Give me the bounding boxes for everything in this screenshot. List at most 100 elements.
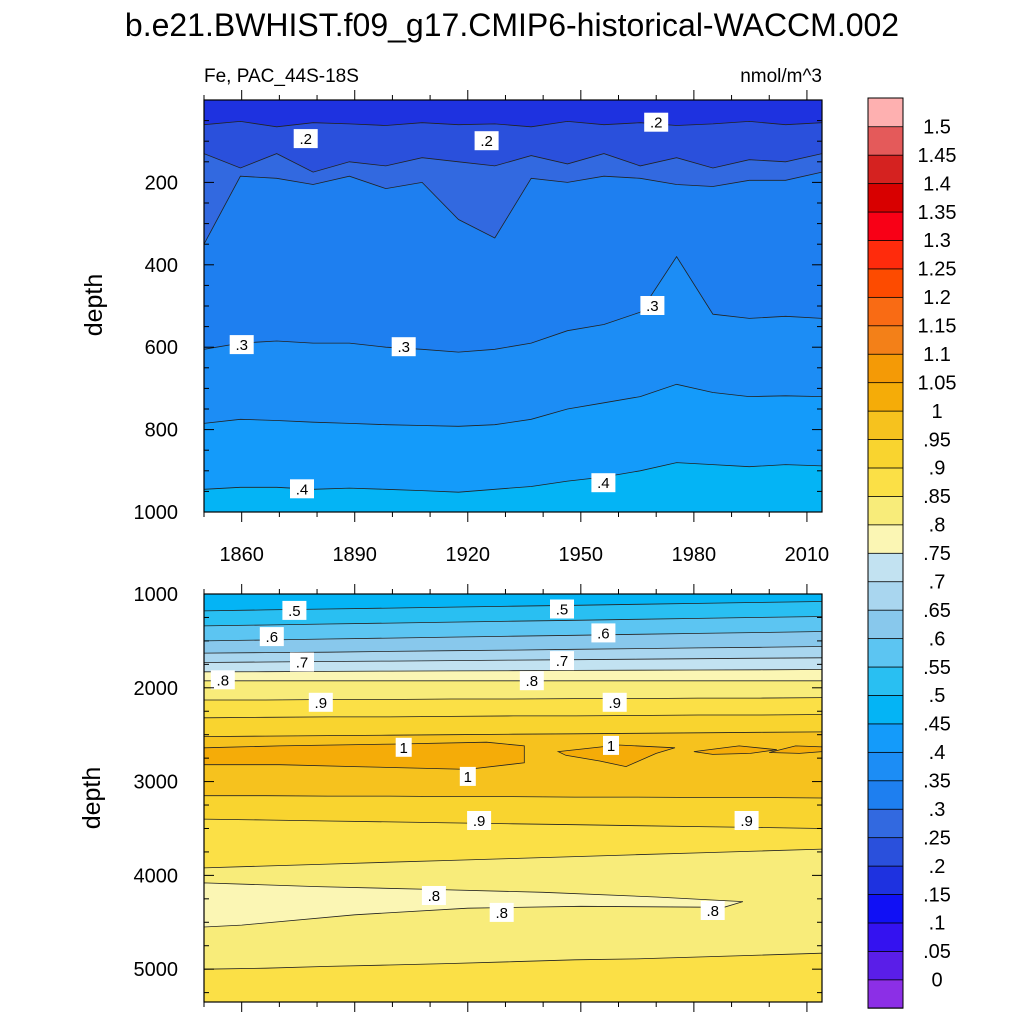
u-x-tick-label: 1890 (332, 544, 377, 566)
colorbar-swatch-5 (867, 836, 904, 867)
upper-panel-fills (203, 99, 823, 513)
lower-panel-ylabel: depth (78, 767, 106, 830)
u-x-tick-label: 1980 (672, 544, 717, 566)
l-contour-label-box-4 (290, 652, 314, 672)
colorbar-frame (867, 97, 904, 1009)
l-contour-label-2: .6 (266, 629, 279, 646)
colorbar-label: 1.1 (923, 344, 951, 366)
l-contour-label-5: .7 (556, 653, 569, 670)
colorbar-swatch-27 (867, 211, 904, 241)
colorbar-label: 0 (931, 970, 942, 992)
colorbar-swatch-12 (867, 637, 904, 668)
l-contour-line-12 (203, 848, 823, 869)
colorbar-label: .5 (929, 685, 946, 707)
u-x-tick-label: 1950 (559, 544, 604, 566)
u-contour-label-5: .3 (646, 298, 659, 315)
l-contour-label-box-9 (602, 692, 627, 712)
u-contour-label-3: .3 (235, 337, 248, 354)
colorbar-swatch-26 (867, 239, 904, 270)
colorbar-label: 1.5 (923, 116, 951, 138)
upper-panel-ylabel: depth (80, 274, 108, 337)
colorbar-swatch-10 (867, 694, 904, 725)
colorbar-swatch-30 (867, 126, 904, 156)
u-x-tick-label: 1920 (446, 544, 491, 566)
colorbar-swatch-15 (867, 552, 904, 583)
colorbar-label: 1 (931, 401, 942, 423)
colorbar-label: .7 (929, 571, 946, 593)
colorbar-swatch-6 (867, 808, 904, 839)
l-contour-line-2 (203, 631, 823, 642)
lower-panel-contour-labels: .5 .5 .6 .6 .7 .7 .8 .8 .9 .9 1 1 1 .9 .9 .8 .8 .8 (210, 599, 759, 922)
l-y-tick-label: 5000 (134, 959, 179, 981)
colorbar-swatch-9 (867, 723, 904, 753)
l-contour-line-11 (203, 818, 823, 829)
l-contour-line-1 (203, 616, 823, 627)
l-contour-line-0 (203, 601, 823, 612)
colorbar-label: 1.45 (918, 145, 957, 167)
l-contour-line-9 (203, 731, 823, 737)
l-closed-contour-1 (556, 744, 676, 768)
l-contour-label-box-7 (519, 671, 544, 691)
l-contour-line-8 (203, 714, 823, 719)
colorbar-label: .65 (923, 600, 951, 622)
colorbar-swatch-19 (867, 438, 904, 469)
colorbar-swatch-17 (867, 495, 904, 526)
lower-panel-x-axis (203, 584, 808, 1012)
l-contour-label-box-0 (282, 600, 307, 620)
colorbar-label: 1.35 (918, 202, 957, 224)
l-contour-label-box-16 (489, 902, 514, 922)
l-y-tick-label: 2000 (134, 678, 179, 700)
colorbar-swatch-2 (867, 922, 904, 952)
l-y-tick-label: 3000 (134, 772, 179, 794)
l-contour-label-box-3 (591, 623, 616, 643)
colorbar-label: .3 (929, 799, 946, 821)
l-contour-label-6: .8 (217, 672, 230, 689)
colorbar-swatch-13 (867, 609, 904, 640)
u-y-tick-label: 400 (145, 255, 178, 277)
l-closed-contour-2 (693, 745, 777, 755)
u-y-tick-label: 800 (145, 420, 178, 442)
colorbar-swatch-8 (867, 751, 904, 782)
l-y-tick-label: 4000 (134, 865, 179, 887)
colorbar-label: .6 (929, 628, 946, 650)
u-contour-line-1 (203, 153, 823, 173)
l-contour-label-13: .9 (473, 813, 486, 830)
u-contour-label-2: .2 (650, 115, 663, 132)
upper-panel-contour-labels: .2 .2 .2 .3 .3 .3 .4 .4 (229, 112, 669, 499)
l-contour-label-box-15 (421, 886, 446, 905)
u-y-tick-label: 1000 (134, 502, 179, 524)
l-y-tick-label: 1000 (134, 584, 179, 606)
u-contour-label-box-5 (640, 296, 665, 315)
l-contour-label-box-8 (308, 692, 333, 712)
upper-panel: Fe, PAC_44S-18S nmol/m^3 depth .2 .2 .2 .3.… (80, 66, 829, 566)
u-contour-label-6: .4 (296, 481, 309, 498)
colorbar-label: 1.2 (923, 287, 951, 309)
l-contour-label-7: .8 (526, 673, 539, 690)
l-contour-label-box-13 (467, 811, 492, 830)
colorbar-label: .8 (929, 515, 946, 537)
u-contour-label-box-0 (293, 129, 318, 149)
colorbar-label: 1.25 (918, 259, 957, 281)
chart-title: b.e21.BWHIST.f09_g17.CMIP6-historical-WA… (125, 7, 899, 43)
u-y-tick-label: 600 (145, 337, 178, 359)
l-contour-label-16: .8 (495, 905, 508, 922)
colorbar-label: .95 (923, 429, 951, 451)
l-contour-label-15: .8 (428, 888, 441, 905)
l-contour-label-box-10 (395, 737, 412, 757)
l-contour-line-13 (203, 952, 823, 970)
colorbar-label: .85 (923, 486, 951, 508)
l-contour-line-10 (204, 795, 823, 799)
u-contour-label-box-2 (644, 112, 669, 132)
colorbar-swatch-11 (867, 666, 904, 696)
colorbar-label: .15 (923, 884, 951, 906)
colorbar-swatch-23 (867, 325, 904, 355)
colorbar-swatch-24 (867, 296, 904, 327)
upper-panel-units-label: nmol/m^3 (740, 66, 822, 87)
colorbar-swatch-3 (867, 893, 904, 924)
colorbar-label: 1.05 (918, 372, 957, 394)
colorbar-swatch-28 (867, 182, 904, 213)
colorbar-swatch-7 (867, 780, 904, 810)
colorbar: 0 .05 .1 .15 .2 .25 .3 .35 .4 .45 .5 .55 .6 .65 .7 .75.… (867, 97, 957, 1009)
colorbar-label: 1.15 (918, 316, 957, 338)
